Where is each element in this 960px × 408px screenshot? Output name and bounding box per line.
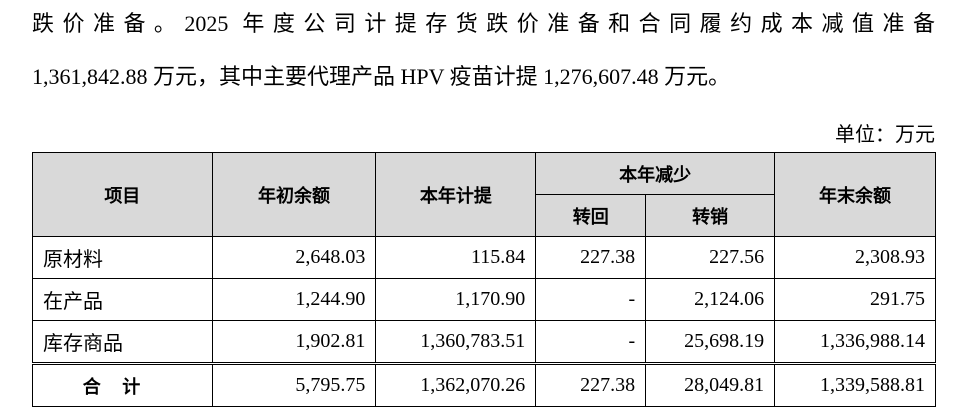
table-cell: 合计 bbox=[32, 362, 213, 407]
table-cell: 2,648.03 bbox=[211, 236, 377, 279]
table-cell: 1,244.90 bbox=[211, 278, 377, 321]
table-cell: 5,795.75 bbox=[211, 362, 377, 407]
table-cell: 227.38 bbox=[535, 236, 647, 279]
header-cell: 项目 bbox=[32, 152, 213, 237]
table-cell: 227.38 bbox=[535, 362, 647, 407]
table-cell: - bbox=[535, 278, 647, 321]
paragraph-line: 跌价准备。2025 年度公司计提存货跌价准备和合同履约成本减值准备 bbox=[32, 11, 935, 36]
unit-label: 单位：万元 bbox=[835, 124, 935, 146]
header-cell: 转销 bbox=[645, 194, 776, 237]
header-cell: 本年计提 bbox=[375, 152, 537, 237]
table-row: 在产品 1,244.90 1,170.90-2,124.06 291.75 bbox=[32, 278, 936, 321]
table-cell: 115.84 bbox=[375, 236, 537, 279]
table-cell: 25,698.19 bbox=[645, 320, 776, 364]
table-cell: 库存商品 bbox=[32, 320, 213, 364]
table-row: 原材料 2,648.03 115.84 227.38 227.56 2,308.93 bbox=[32, 236, 936, 279]
header-cell: 年末余额 bbox=[774, 152, 936, 237]
header-cell: 转回 bbox=[535, 194, 647, 237]
table-cell: 1,336,988.14 bbox=[774, 320, 936, 364]
table: 项目 年初余额 本年计提 本年减少 年末余额 转回 转销 原材料 2,648.03… bbox=[32, 152, 936, 407]
table-row: 库存商品 1,902.81 1,360,783.51-25,698.19 1,336,… bbox=[32, 320, 936, 364]
table-cell: 291.75 bbox=[774, 278, 936, 321]
table-cell: - bbox=[535, 320, 647, 364]
header-cell: 本年减少 bbox=[535, 152, 776, 195]
table-cell: 28,049.81 bbox=[645, 362, 776, 407]
paragraph-line: 1,361,842.88 万元，其中主要代理产品 HPV 疫苗计提 1,276,… bbox=[32, 64, 731, 89]
table-cell: 1,170.90 bbox=[375, 278, 537, 321]
table-cell: 1,362,070.26 bbox=[375, 362, 537, 407]
table-body: 原材料 2,648.03 115.84 227.38 227.56 2,308.93 在产品… bbox=[32, 236, 936, 407]
table-cell: 1,360,783.51 bbox=[375, 320, 537, 364]
table-cell: 原材料 bbox=[32, 236, 213, 279]
header-cell: 年初余额 bbox=[211, 152, 377, 237]
table-row: 合计 5,795.75 1,362,070.26 227.38 28,049.81 1,3… bbox=[32, 362, 936, 407]
table-cell: 227.56 bbox=[645, 236, 776, 279]
table-cell: 在产品 bbox=[32, 278, 213, 321]
table-cell: 1,339,588.81 bbox=[774, 362, 936, 407]
table-cell: 2,308.93 bbox=[774, 236, 936, 279]
table-cell: 2,124.06 bbox=[645, 278, 776, 321]
table-cell: 1,902.81 bbox=[211, 320, 377, 364]
